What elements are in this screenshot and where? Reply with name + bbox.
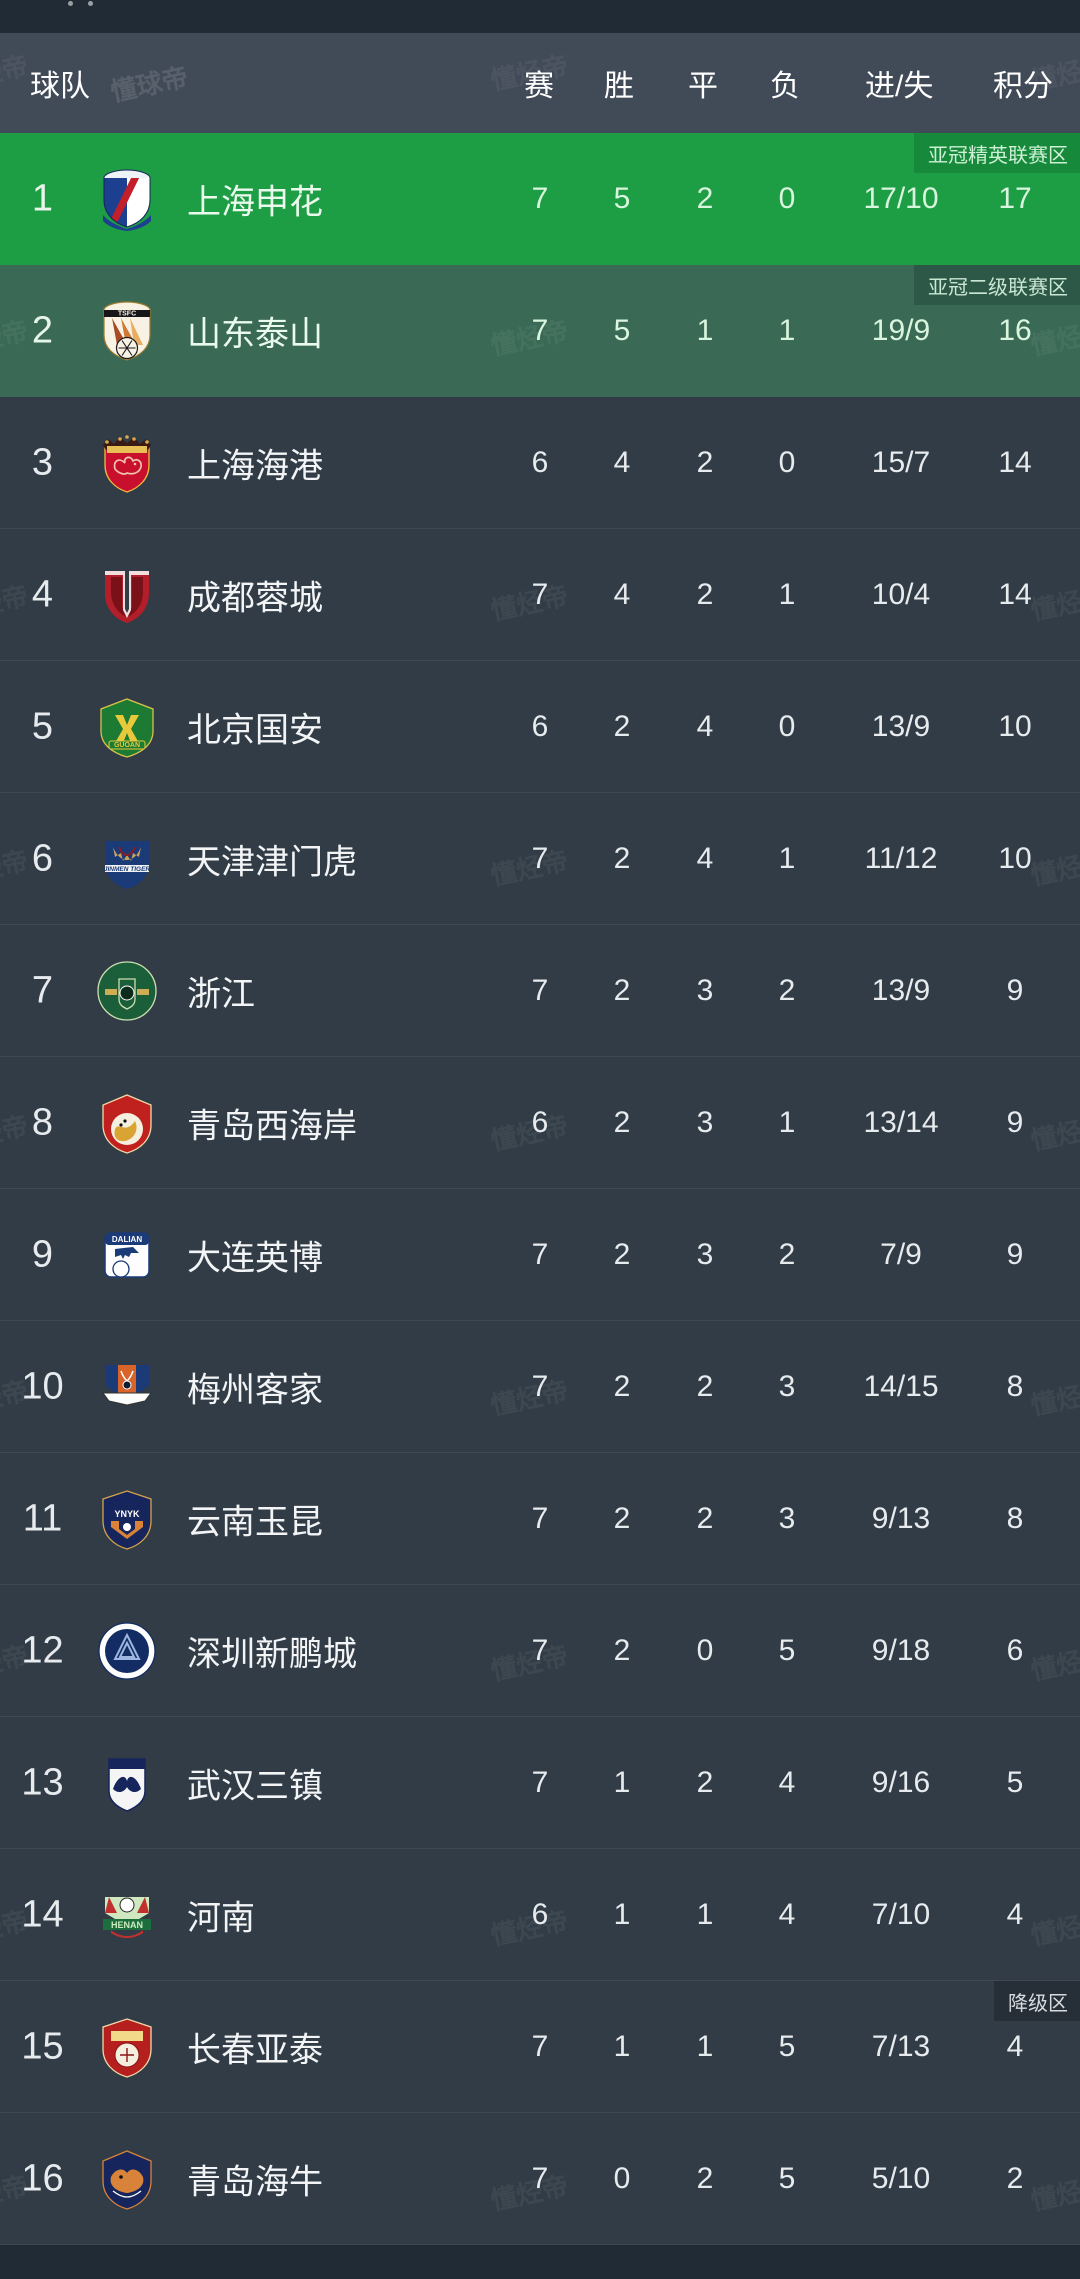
svg-text:TSFC: TSFC	[118, 311, 136, 318]
svg-text:DALIAN: DALIAN	[112, 1235, 142, 1244]
svg-text:JINMEN TIGER: JINMEN TIGER	[104, 866, 151, 873]
svg-text:YNYK: YNYK	[114, 1509, 140, 1519]
svg-text:HENAN: HENAN	[111, 1920, 143, 1930]
svg-text:GUOAN: GUOAN	[114, 742, 140, 749]
